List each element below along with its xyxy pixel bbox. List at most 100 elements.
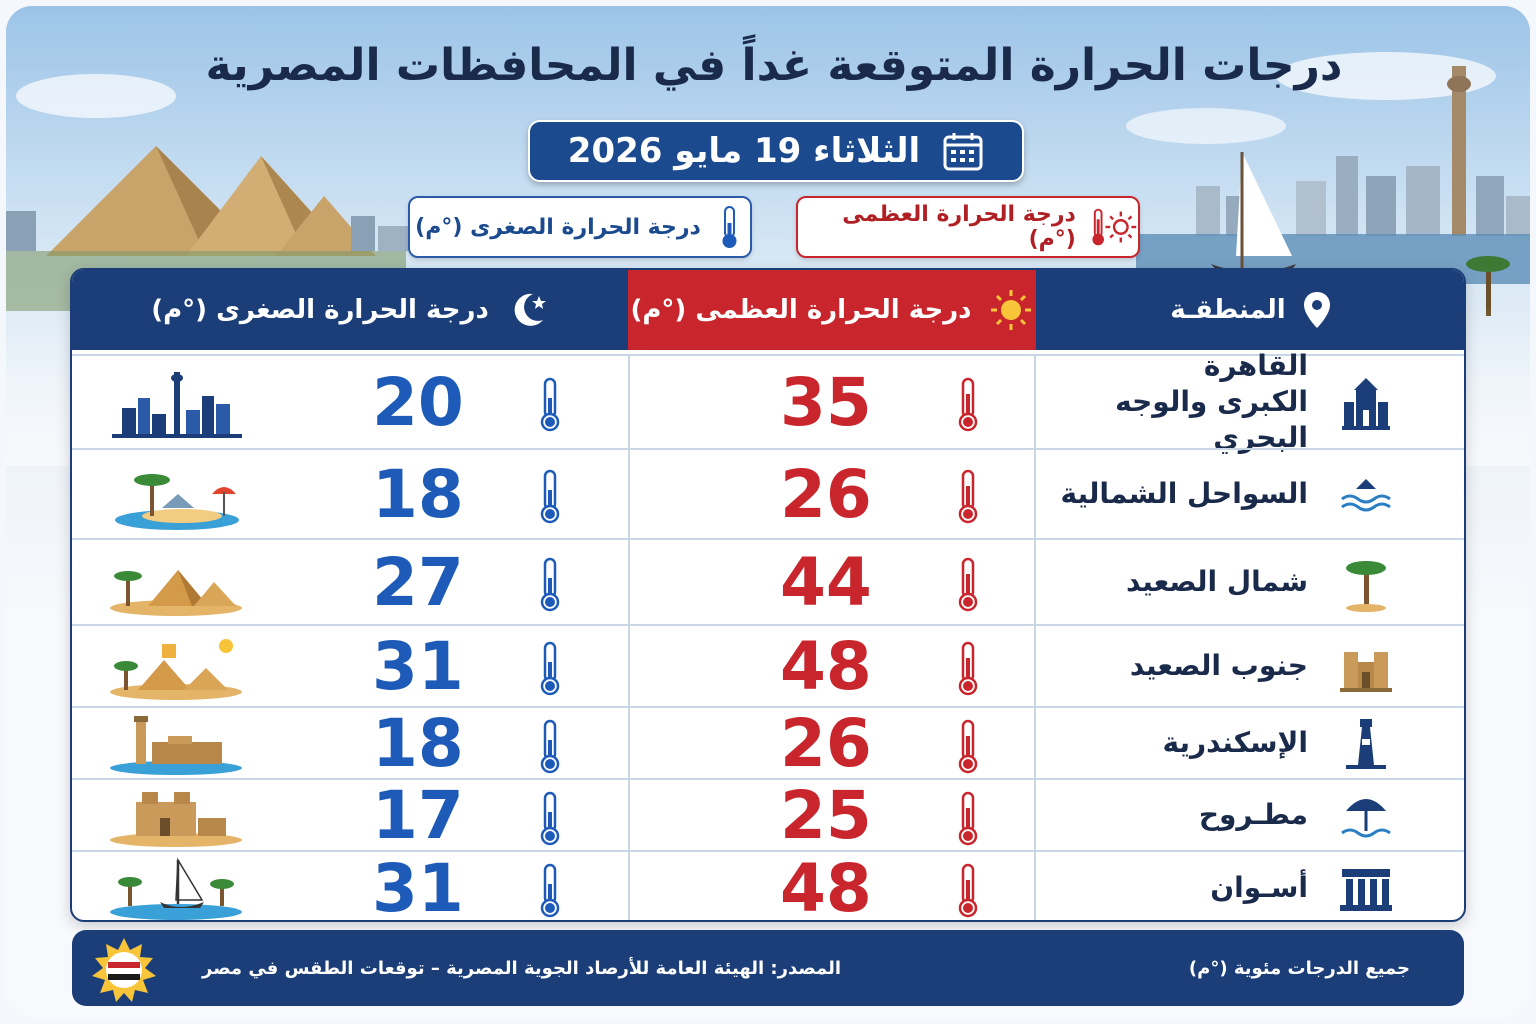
moon-star-icon <box>514 293 546 326</box>
max-cell: 26 <box>628 705 1036 782</box>
table-row: القاهرة الكبرى والوجه البحري 35 20 <box>72 349 1464 454</box>
min-value: 31 <box>372 849 464 922</box>
region-name: جنوب الصعيد <box>1129 649 1308 682</box>
min-cell: 20 <box>72 356 628 448</box>
sun-icon <box>990 290 1031 330</box>
max-value: 26 <box>780 704 872 782</box>
beach-palm-icon <box>115 474 239 530</box>
region-cell: القاهرة الكبرى والوجه البحري <box>1036 349 1464 454</box>
region-cell: مطـروح <box>1036 780 1464 850</box>
header-region: المنطقـة <box>1036 270 1464 350</box>
min-cell: 31 <box>72 849 628 922</box>
fortress-icon <box>110 792 242 847</box>
max-cell: 25 <box>628 777 1036 854</box>
thermometer-hot-icon <box>958 791 978 846</box>
beach-umbrella-icon <box>1341 799 1391 838</box>
city-skyline-icon <box>112 372 242 438</box>
date-badge: الثلاثاء 19 مايو 2026 <box>528 120 1024 182</box>
sea-waves-icon <box>1341 479 1391 512</box>
header-max-label: درجة الحرارة العظمى (°م) <box>630 295 972 325</box>
region-cell: شمال الصعيد <box>1036 540 1464 624</box>
region-name: أسـوان <box>1210 871 1308 904</box>
thermometer-hot-icon <box>958 557 978 612</box>
min-value: 17 <box>372 776 464 854</box>
table-row: مطـروح 25 17 <box>72 777 1464 854</box>
infographic-card: درجات الحرارة المتوقعة غداً في المحافظات… <box>6 6 1530 1018</box>
legend-min-label: درجة الحرارة الصغرى (°م) <box>415 214 701 240</box>
region-cell: جنوب الصعيد <box>1036 626 1464 706</box>
thermometer-hot-icon <box>958 719 978 774</box>
table-row: الإسكندرية 26 18 <box>72 705 1464 782</box>
citadel-qaitbay-icon <box>110 716 242 775</box>
table-row: جنوب الصعيد 48 31 <box>72 624 1464 706</box>
thermometer-hot-icon <box>958 469 978 524</box>
min-cell: 27 <box>72 540 628 624</box>
region-name: مطـروح <box>1198 798 1308 831</box>
min-value: 31 <box>372 627 464 705</box>
table-row: السواحل الشمالية 26 18 <box>72 448 1464 538</box>
date-text: الثلاثاء 19 مايو 2026 <box>567 131 921 171</box>
max-value: 26 <box>780 455 872 533</box>
min-cell: 18 <box>72 705 628 782</box>
max-value: 35 <box>780 363 872 441</box>
thermometer-cold-icon <box>540 863 560 918</box>
max-value: 25 <box>780 776 872 854</box>
header-region-label: المنطقـة <box>1170 295 1286 325</box>
calendar-icon <box>943 133 983 171</box>
table-header: المنطقـة درجة الحرارة العظمى (°م) <box>72 270 1464 350</box>
desert-oasis-icon <box>110 639 242 700</box>
location-pin-icon <box>1303 292 1330 328</box>
thermometer-hot-icon <box>958 863 978 918</box>
thermometer-cold-icon <box>540 791 560 846</box>
thermometer-cold-icon <box>540 641 560 696</box>
region-name: القاهرة الكبرى والوجه البحري <box>1115 349 1308 454</box>
header-min: درجة الحرارة الصغرى (°م) <box>72 270 628 350</box>
meteorology-authority-logo <box>92 938 156 1002</box>
temple-columns-icon <box>1340 869 1392 911</box>
max-value: 44 <box>780 543 872 621</box>
max-cell: 35 <box>628 356 1036 448</box>
lighthouse-icon <box>1346 719 1386 769</box>
footer-note: جميع الدرجات مئوية (°م) <box>1188 958 1410 979</box>
header-max: درجة الحرارة العظمى (°م) <box>628 270 1036 350</box>
max-cell: 44 <box>628 540 1036 624</box>
region-cell: أسـوان <box>1036 852 1464 920</box>
footer-bar: المصدر: الهيئة العامة للأرصاد الجوية الم… <box>72 930 1464 1006</box>
max-cell: 26 <box>628 450 1036 538</box>
page-title: درجات الحرارة المتوقعة غداً في المحافظات… <box>205 40 1343 91</box>
header-min-label: درجة الحرارة الصغرى (°م) <box>151 295 489 325</box>
min-value: 18 <box>372 455 464 533</box>
min-cell: 18 <box>72 450 628 538</box>
region-name: الإسكندرية <box>1162 726 1308 759</box>
palm-tree-icon <box>1346 561 1386 612</box>
thermometer-hot-icon <box>958 377 978 432</box>
region-cell: السواحل الشمالية <box>1036 450 1464 538</box>
thermometer-hot-icon <box>958 641 978 696</box>
min-cell: 31 <box>72 626 628 706</box>
region-cell: الإسكندرية <box>1036 708 1464 778</box>
region-name: السواحل الشمالية <box>1060 477 1309 510</box>
max-value: 48 <box>780 627 872 705</box>
forecast-table: المنطقـة درجة الحرارة العظمى (°م) <box>70 268 1466 922</box>
desert-pyramids-icon <box>110 570 242 616</box>
min-value: 18 <box>372 704 464 782</box>
min-cell: 17 <box>72 777 628 854</box>
thermometer-cold-icon <box>540 377 560 432</box>
region-name: شمال الصعيد <box>1126 565 1308 598</box>
sun-thermometer-icon <box>1092 208 1137 246</box>
felucca-nile-icon <box>110 857 242 920</box>
table-row: شمال الصعيد 44 27 <box>72 538 1464 624</box>
table-row: أسـوان 48 31 <box>72 849 1464 922</box>
legend-min: درجة الحرارة الصغرى (°م) <box>408 196 752 258</box>
max-value: 48 <box>780 849 872 922</box>
cairo-citadel-icon <box>1342 378 1390 430</box>
temple-icon <box>1340 652 1392 692</box>
min-value: 20 <box>372 363 464 441</box>
legend-max-label: درجة الحرارة العظمى (°م) <box>842 202 1076 252</box>
max-cell: 48 <box>628 849 1036 922</box>
max-cell: 48 <box>628 626 1036 706</box>
thermometer-cold-icon <box>540 557 560 612</box>
thermometer-cold-icon <box>722 206 737 248</box>
legend-max: درجة الحرارة العظمى (°م) <box>796 196 1140 258</box>
min-value: 27 <box>372 543 464 621</box>
